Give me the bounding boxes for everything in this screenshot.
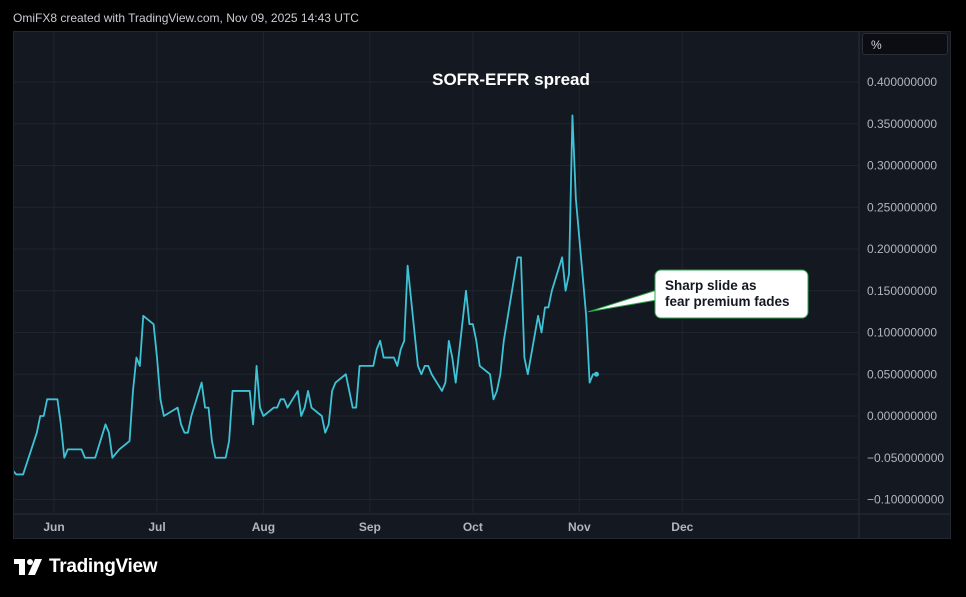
x-tick-label: Sep [359,520,381,534]
y-tick-label: 0.250000000 [867,200,937,214]
last-value-marker [593,371,599,377]
y-tick-label: 0.000000000 [867,409,937,423]
unit-selector[interactable]: % [862,33,948,55]
y-tick-label: 0.150000000 [867,284,937,298]
y-tick-label: 0.350000000 [867,117,937,131]
x-tick-label: Dec [671,520,693,534]
x-tick-label: Aug [252,520,275,534]
tradingview-logo: TradingView [14,556,158,578]
chart-panel: 0.400000000 0.350000000 0.300000000 0.25000… [13,31,951,539]
y-tick-label: 0.100000000 [867,326,937,340]
tradingview-logo-text: TradingView [49,556,158,577]
x-tick-label: Jun [43,520,64,534]
attribution-text: OmiFX8 created with TradingView.com, Nov… [13,11,359,25]
y-tick-label: 0.050000000 [867,367,937,381]
y-tick-label: 0.400000000 [867,75,937,89]
chart-title: SOFR-EFFR spread [432,70,590,89]
x-tick-label: Oct [463,520,483,534]
annotation-text: fear premium fades [665,294,790,309]
annotation-text: Sharp slide as [665,278,757,293]
y-tick-label: −0.100000000 [867,493,944,507]
x-tick-label: Jul [148,520,165,534]
y-tick-label: −0.050000000 [867,451,944,465]
plot-background [14,32,950,538]
series-line [14,114,597,476]
annotation-seam [656,288,660,302]
y-tick-label: 0.300000000 [867,159,937,173]
y-tick-label: 0.200000000 [867,242,937,256]
x-tick-label: Nov [568,520,591,534]
line-chart: 0.400000000 0.350000000 0.300000000 0.25000… [14,32,950,538]
tradingview-logo-icon [14,559,42,575]
annotation-box [654,269,809,319]
